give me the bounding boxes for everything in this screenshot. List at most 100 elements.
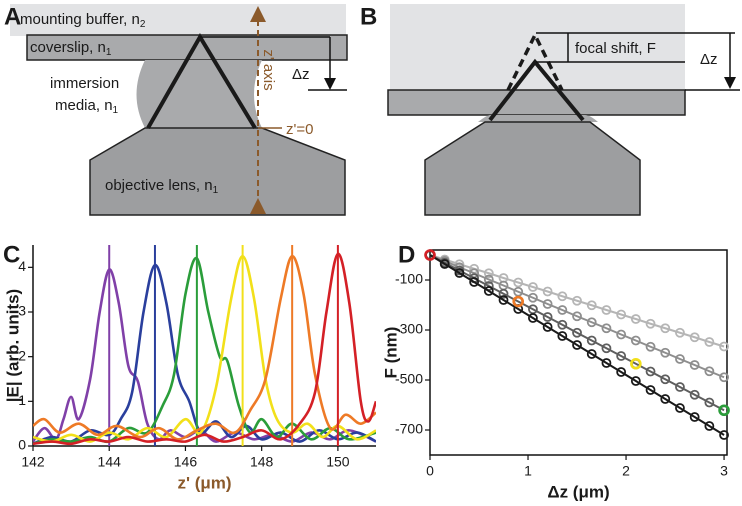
data-point (645, 366, 656, 377)
diagram-b: focal shift, F Δz (387, 4, 740, 216)
data-point (528, 282, 538, 292)
x-tick-label: 144 (98, 454, 122, 470)
data-point (719, 372, 729, 383)
data-point (689, 332, 700, 343)
highlight-point (424, 249, 436, 261)
data-point (586, 300, 597, 311)
y-tick-label: 1 (18, 392, 26, 408)
data-point (616, 329, 627, 340)
data-point (557, 291, 568, 302)
data-point (601, 358, 612, 368)
series-group (424, 249, 730, 440)
series-line (429, 254, 725, 436)
panel-letter: B (360, 3, 377, 30)
focal-shift-label: focal shift, F (575, 40, 656, 57)
series-line (33, 254, 376, 441)
data-point (704, 366, 715, 377)
series-line (429, 254, 725, 348)
data-point (542, 322, 553, 332)
data-point (601, 323, 612, 334)
data-point (557, 331, 568, 341)
series-line (33, 254, 376, 443)
charts: 142 144 146 148 150 0 1 2 3 4 z' (μm) |E| (arb. uni… (3, 245, 730, 501)
y-tick-label: -700 (395, 421, 423, 437)
data-point (498, 288, 509, 299)
series-group (33, 245, 376, 446)
y-tick-label: -300 (395, 321, 423, 337)
y-tick-label: 3 (18, 303, 26, 319)
plot: 142 144 146 148 150 0 1 2 3 4 z' (μm) |E| (arb. uni… (3, 245, 376, 492)
immersion-label: media, n1 (55, 97, 119, 116)
data-point (704, 397, 715, 408)
data-point (513, 277, 524, 288)
data-point (675, 354, 685, 364)
x-axis-label: z' (μm) (177, 473, 231, 492)
highlight-point (718, 404, 730, 417)
x-tick-label: 3 (720, 463, 728, 479)
highlight-point (630, 357, 642, 370)
data-point (630, 335, 641, 346)
objective-lens (89, 127, 346, 216)
data-point (601, 305, 612, 315)
data-point (719, 430, 729, 440)
diagram-a: mounting buffer, n2 coverslip, n1 immers… (10, 4, 348, 216)
mounting-buffer-label: mounting buffer, n2 (20, 11, 146, 30)
data-point (689, 360, 700, 370)
series-line (33, 252, 376, 446)
data-point (586, 349, 597, 359)
y-tick-label: -100 (395, 271, 423, 287)
panel-letter: C (3, 241, 20, 268)
x-tick-label: 150 (326, 454, 350, 470)
immersion-media (136, 60, 262, 128)
dz-label: Δz (292, 66, 310, 83)
data-point (616, 367, 627, 377)
data-point (542, 299, 553, 309)
series-line (429, 254, 725, 412)
data-point (572, 295, 582, 306)
axis-label: z' axis (260, 49, 277, 90)
data-point (557, 319, 568, 330)
data-point (586, 317, 597, 328)
data-point (704, 337, 715, 347)
x-tick-label: 1 (524, 463, 532, 479)
coverslip-label: coverslip, n1 (30, 39, 112, 58)
data-point (572, 340, 582, 350)
data-point (689, 412, 700, 422)
data-point (719, 341, 729, 352)
x-tick-label: 148 (250, 454, 274, 470)
x-tick-label: 0 (426, 463, 434, 479)
data-point (645, 341, 656, 352)
highlight-point (512, 295, 525, 308)
data-point (528, 292, 538, 303)
data-point (483, 286, 494, 296)
data-point (454, 268, 465, 278)
y-axis-label: F (nm) (381, 327, 400, 379)
data-point (483, 268, 494, 279)
mounting-buffer (10, 4, 346, 36)
data-point (645, 318, 656, 329)
panel-letter: A (4, 3, 21, 30)
data-point (439, 259, 450, 269)
data-point (660, 323, 671, 334)
data-point (586, 335, 597, 346)
data-point (704, 421, 715, 431)
objective-label: objective lens, n1 (105, 177, 219, 196)
y-tick-label: -500 (395, 371, 423, 387)
data-point (645, 385, 656, 395)
data-point (660, 394, 671, 404)
data-point (572, 311, 582, 322)
data-point (542, 286, 553, 297)
data-point (469, 277, 480, 287)
dz-label: Δz (700, 51, 718, 68)
y-tick-label: 0 (18, 437, 26, 453)
immersion-media (478, 115, 598, 122)
x-tick-label: 146 (174, 454, 198, 470)
data-point (528, 313, 538, 323)
series-line (429, 254, 725, 379)
beam-cone (488, 58, 585, 122)
plot-frame (429, 249, 728, 456)
data-point (660, 374, 671, 385)
data-point (616, 351, 627, 361)
data-point (675, 403, 685, 413)
